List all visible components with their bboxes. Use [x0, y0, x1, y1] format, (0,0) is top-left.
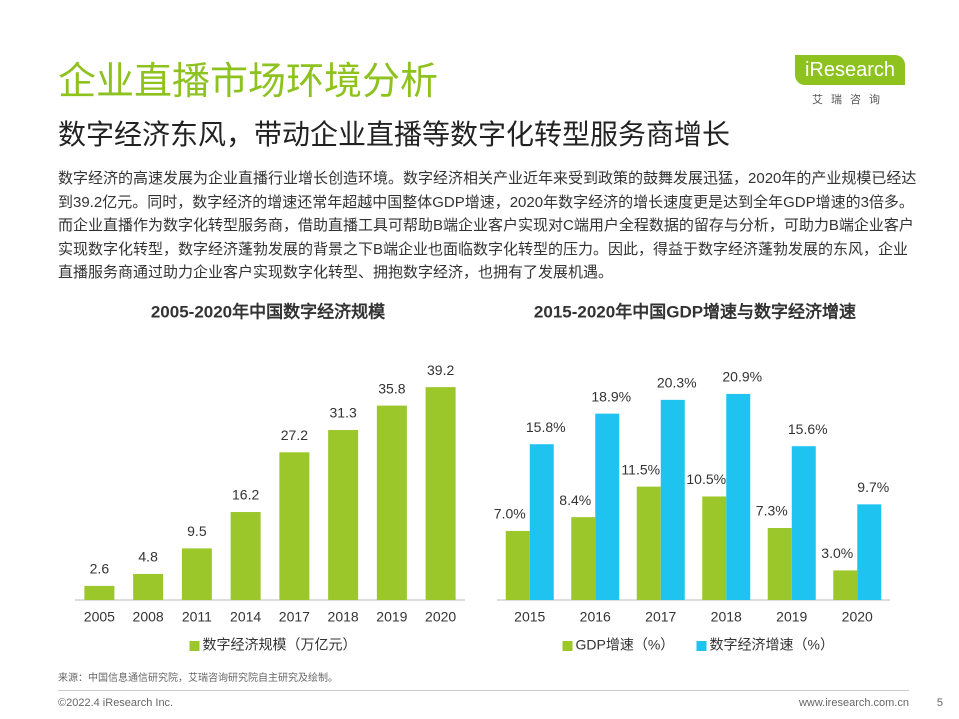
data-label: 16.2: [232, 487, 259, 503]
bar: [328, 430, 359, 600]
data-label: 20.3%: [657, 375, 697, 391]
data-label: 27.2: [281, 427, 308, 443]
bar: [571, 517, 596, 600]
data-label: 10.5%: [686, 471, 726, 487]
data-label: 7.0%: [494, 506, 526, 522]
paragraph: 数字经济的高速发展为企业直播行业增长创造环境。数字经济相关产业近年来受到政策的鼓…: [58, 170, 917, 282]
bar: [505, 530, 530, 600]
x-tick-label: 2005: [84, 609, 115, 625]
x-tick-label: 2015: [514, 609, 545, 625]
bar: [425, 387, 456, 600]
slide-title: 企业直播市场环境分析: [58, 61, 439, 103]
data-label: 2.6: [90, 561, 110, 577]
legend-swatch: [562, 641, 573, 651]
x-tick-label: 2008: [133, 609, 164, 625]
x-tick-label: 2017: [279, 609, 310, 625]
bar: [84, 585, 115, 600]
data-label: 39.2: [427, 362, 454, 378]
bar: [791, 446, 816, 600]
data-label: 15.6%: [788, 421, 828, 437]
bar: [767, 528, 792, 600]
data-label: 20.9%: [722, 369, 762, 385]
x-tick-label: 2011: [182, 609, 212, 625]
x-tick-label: 2020: [842, 609, 873, 625]
x-tick-label: 2019: [776, 609, 807, 625]
bar: [833, 570, 858, 600]
legend-label: 数字经济规模（万亿元）: [203, 637, 357, 653]
logo: iResearch: [795, 55, 905, 85]
legend-label: GDP增速（%）: [576, 637, 675, 653]
bar: [660, 399, 685, 600]
data-label: 4.8: [138, 549, 158, 565]
x-tick-label: 2018: [328, 609, 359, 625]
bar: [376, 405, 407, 600]
legend-label: 数字经济增速（%）: [710, 637, 834, 653]
data-label: 8.4%: [559, 492, 591, 508]
data-label: 15.8%: [526, 419, 566, 435]
legend-swatch: [696, 641, 707, 651]
data-label: 31.3: [330, 405, 357, 421]
slide-subtitle: 数字经济东风，带动企业直播等数字化转型服务商增长: [58, 119, 731, 150]
x-tick-label: 2019: [376, 609, 407, 625]
data-label: 3.0%: [821, 545, 853, 561]
data-label: 11.5%: [621, 461, 660, 477]
data-label: 9.7%: [857, 479, 889, 495]
bar: [181, 548, 212, 600]
chart-title: 2015-2020年中国GDP增速与数字经济增速: [534, 301, 856, 321]
data-label: 35.8: [378, 380, 405, 396]
logo-subtitle: 艾瑞咨询: [812, 94, 888, 106]
bar: [857, 504, 882, 600]
copyright: ©2022.4 iResearch Inc.: [58, 697, 174, 709]
x-tick-label: 2018: [711, 609, 742, 625]
x-tick-label: 2020: [425, 609, 456, 625]
url: www.iresearch.com.cn: [798, 697, 909, 709]
bar: [230, 512, 261, 600]
bar: [279, 452, 310, 600]
data-label: 7.3%: [756, 503, 788, 519]
data-label: 18.9%: [591, 388, 631, 404]
legend-swatch: [189, 641, 200, 651]
bar: [595, 413, 620, 600]
data-label: 9.5: [187, 523, 207, 539]
chart-title: 2005-2020年中国数字经济规模: [151, 301, 386, 321]
source: 来源：中国信息通信研究院，艾瑞咨询研究院自主研究及绘制。: [58, 673, 338, 684]
page-number: 5: [936, 697, 943, 709]
x-tick-label: 2017: [645, 609, 676, 625]
bar: [636, 486, 661, 600]
bar: [702, 496, 727, 600]
x-tick-label: 2014: [230, 609, 261, 625]
bar: [133, 573, 164, 600]
x-tick-label: 2016: [580, 609, 611, 625]
bar: [529, 444, 554, 600]
divider: [58, 690, 909, 691]
bar: [726, 393, 751, 600]
